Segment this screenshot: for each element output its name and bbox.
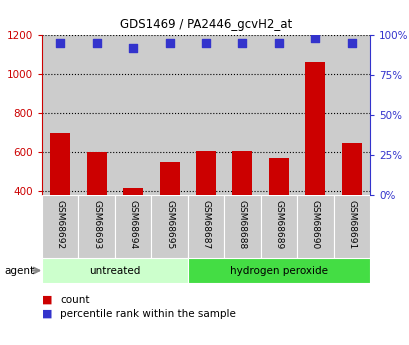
Text: count: count: [60, 295, 90, 305]
Text: GSM68688: GSM68688: [237, 200, 246, 249]
Text: GSM68692: GSM68692: [56, 200, 65, 249]
Bar: [115, 195, 151, 258]
Bar: [159, 162, 179, 195]
Bar: [42, 195, 78, 258]
Bar: [232, 151, 252, 195]
Bar: [115, 35, 151, 195]
Bar: [151, 195, 187, 258]
Point: [57, 40, 63, 46]
Text: GSM68691: GSM68691: [346, 200, 355, 249]
Bar: [260, 195, 297, 258]
Bar: [333, 195, 369, 258]
Point: [238, 40, 245, 46]
Bar: [42, 258, 187, 283]
Bar: [123, 188, 143, 195]
Bar: [224, 35, 260, 195]
Bar: [297, 195, 333, 258]
Text: GSM68690: GSM68690: [310, 200, 319, 249]
Bar: [78, 35, 115, 195]
Text: ■: ■: [42, 309, 56, 319]
Point: [311, 36, 318, 41]
Title: GDS1469 / PA2446_gcvH2_at: GDS1469 / PA2446_gcvH2_at: [119, 18, 292, 31]
Bar: [305, 62, 325, 195]
Point: [130, 45, 136, 51]
Bar: [187, 195, 224, 258]
Bar: [260, 35, 297, 195]
Bar: [268, 158, 288, 195]
Text: GSM68695: GSM68695: [165, 200, 174, 249]
Text: ■: ■: [42, 295, 56, 305]
Point: [275, 40, 281, 46]
Bar: [341, 143, 361, 195]
Bar: [151, 35, 187, 195]
Point: [166, 40, 173, 46]
Text: hydrogen peroxide: hydrogen peroxide: [229, 266, 327, 276]
Bar: [42, 35, 78, 195]
Bar: [187, 258, 369, 283]
Point: [202, 40, 209, 46]
Text: GSM68693: GSM68693: [92, 200, 101, 249]
Bar: [50, 132, 70, 195]
Bar: [224, 195, 260, 258]
Text: untreated: untreated: [89, 266, 140, 276]
Bar: [78, 195, 115, 258]
Point: [93, 40, 100, 46]
Bar: [333, 35, 369, 195]
Bar: [187, 35, 224, 195]
Text: GSM68687: GSM68687: [201, 200, 210, 249]
Text: percentile rank within the sample: percentile rank within the sample: [60, 309, 236, 319]
Point: [348, 40, 354, 46]
Bar: [196, 151, 216, 195]
Text: agent: agent: [4, 266, 34, 276]
Bar: [86, 152, 106, 195]
Text: GSM68694: GSM68694: [128, 200, 137, 249]
Bar: [297, 35, 333, 195]
Text: GSM68689: GSM68689: [274, 200, 283, 249]
